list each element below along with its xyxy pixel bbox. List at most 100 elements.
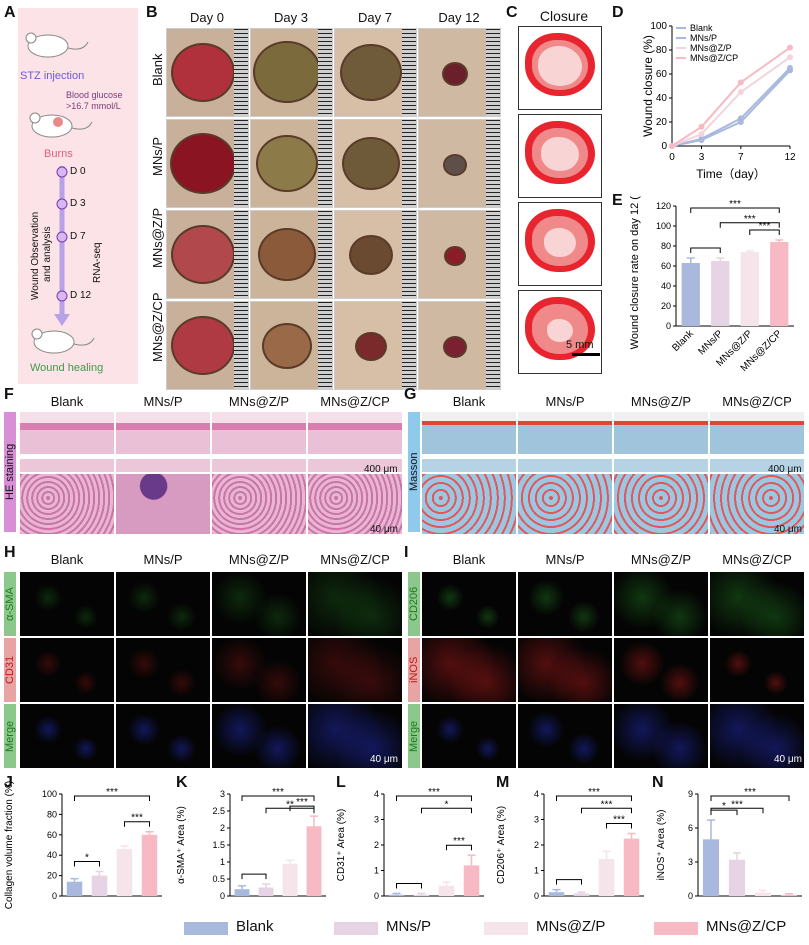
fluor-group-header: MNs@Z/CP	[722, 552, 792, 567]
masson-scale-top: 400 μm	[768, 464, 802, 475]
fluor-scale-h: 40 μm	[370, 754, 398, 765]
asma-bar-chart: 00.511.522.53α-SMA⁺ Area (%)********	[176, 787, 326, 901]
fluor-row-label: α-SMA	[4, 587, 16, 621]
panel-label-e: E	[612, 192, 623, 209]
fluor-row-label: Merge	[4, 720, 16, 752]
ruler	[318, 29, 332, 116]
ruler	[318, 211, 332, 298]
significance-bracket	[74, 795, 150, 801]
wound-area	[261, 322, 312, 369]
masson-group-header: MNs@Z/P	[630, 394, 692, 409]
schematic-graphics	[25, 32, 95, 354]
bar	[711, 261, 730, 326]
significance-label: ***	[428, 787, 440, 798]
y-tick-label: 100	[656, 221, 671, 231]
legend-label: MNs@Z/CP	[706, 918, 787, 935]
bar	[681, 263, 700, 326]
significance-bracket	[556, 795, 632, 801]
fluorescence-image	[518, 704, 612, 768]
legend-label: Blank	[690, 23, 713, 33]
legend-swatch	[334, 922, 378, 935]
y-tick-label: 0	[52, 891, 57, 901]
rnaseq-label: RNA-seq	[92, 242, 103, 283]
legend: Blank MNs/P MNs@Z/P MNs@Z/CP	[184, 918, 804, 940]
group-row-label: MNs@Z/P	[150, 207, 165, 268]
fluor-row-label: Merge	[408, 720, 420, 752]
fluorescence-image	[212, 638, 306, 702]
y-tick-label: 40	[656, 93, 668, 104]
significance-bracket	[241, 795, 315, 801]
significance-label: *	[445, 799, 449, 810]
significance-bracket	[581, 807, 632, 814]
fluorescence-image	[710, 638, 804, 702]
ruler	[234, 29, 248, 116]
fluor-row-label: CD206	[408, 586, 420, 622]
scale-bar	[572, 353, 600, 356]
fluorescence-image	[308, 704, 402, 768]
data-point	[787, 44, 793, 51]
significance-label: ***	[613, 815, 625, 826]
x-tick-label: 0	[669, 152, 675, 163]
significance-bracket	[719, 222, 780, 228]
significance-label: *	[85, 853, 89, 864]
wound-photo	[334, 210, 417, 299]
bar	[702, 839, 720, 896]
fluor-group-header: MNs@Z/P	[228, 552, 290, 567]
ruler	[486, 29, 500, 116]
fluorescence-image	[518, 638, 612, 702]
panel-label-n: N	[652, 774, 664, 791]
closure-outline	[538, 46, 582, 86]
wound-photo	[166, 301, 249, 390]
x-tick-label: 12	[784, 152, 796, 163]
panel-label-j: J	[4, 774, 13, 791]
x-tick-label: Blank	[670, 328, 696, 354]
fluorescence-image	[20, 704, 114, 768]
masson-image-low	[422, 412, 516, 472]
bar	[282, 863, 298, 896]
y-tick-label: 0	[374, 891, 379, 901]
masson-image-high	[710, 474, 804, 534]
legend-swatch	[184, 922, 228, 935]
significance-bracket	[690, 247, 721, 253]
mouse-icon	[25, 32, 89, 58]
y-tick-label: 0.5	[212, 874, 225, 884]
day-header: Day 0	[190, 10, 224, 25]
masson-image-low	[518, 412, 612, 472]
fluor-row-label: CD31	[4, 655, 16, 685]
panel-label-f: F	[4, 386, 14, 403]
bar	[754, 892, 772, 896]
significance-bracket	[396, 795, 472, 801]
timeline-node	[56, 198, 68, 210]
fluor-scale-i: 40 μm	[774, 754, 802, 765]
y-tick-label: 0	[666, 321, 671, 331]
wound-area	[170, 42, 235, 102]
he-scale-top: 400 μm	[364, 464, 398, 475]
y-tick-label: 2	[374, 840, 379, 850]
y-tick-label: 9	[688, 789, 693, 799]
wound-photo	[250, 301, 333, 390]
wound-area	[339, 43, 402, 101]
y-tick-label: 0	[220, 891, 225, 901]
wound-area	[442, 335, 467, 358]
significance-bracket	[690, 207, 780, 213]
significance-bracket	[241, 873, 267, 880]
wound-area	[169, 132, 236, 194]
data-point	[698, 135, 705, 142]
bar	[623, 838, 640, 896]
panel-label-l: L	[336, 774, 346, 791]
panel-label-k: K	[176, 774, 188, 791]
x-tick-label: 7	[738, 152, 744, 163]
closure-trace	[518, 290, 602, 374]
ruler	[318, 120, 332, 207]
significance-label: ***	[296, 797, 308, 808]
y-tick-label: 0	[688, 891, 693, 901]
fluorescence-image	[116, 704, 210, 768]
bar	[258, 887, 274, 896]
fluor-row-label: iNOS	[408, 656, 420, 684]
fluor-group-header: MNs/P	[545, 552, 585, 567]
y-tick-label: 40	[47, 850, 57, 860]
panel-label-c: C	[506, 4, 518, 21]
legend-swatch	[484, 922, 528, 935]
fluor-group-header: MNs@Z/P	[630, 552, 692, 567]
row-side-bar	[4, 572, 16, 636]
